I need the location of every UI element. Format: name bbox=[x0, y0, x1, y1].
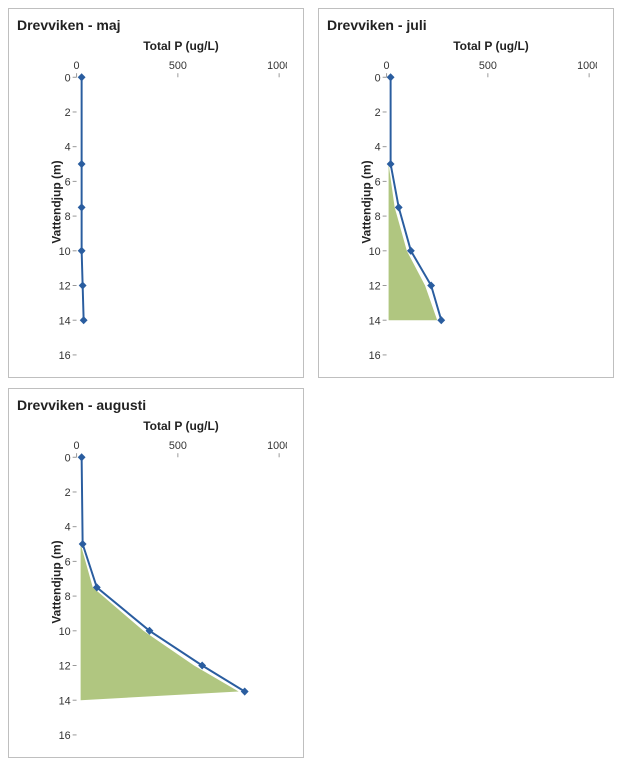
chart-area: Total P (ug/L)Vattendjup (m)050010000246… bbox=[325, 37, 607, 367]
svg-text:16: 16 bbox=[369, 350, 381, 361]
svg-text:6: 6 bbox=[65, 176, 71, 188]
svg-text:0: 0 bbox=[65, 72, 71, 84]
chart-panel-juli: Drevviken - juliTotal P (ug/L)Vattendjup… bbox=[318, 8, 614, 378]
svg-text:16: 16 bbox=[59, 350, 71, 361]
svg-text:8: 8 bbox=[65, 211, 71, 223]
svg-text:2: 2 bbox=[375, 107, 381, 119]
chart-panel-augusti: Drevviken - augustiTotal P (ug/L)Vattend… bbox=[8, 388, 304, 758]
svg-text:10: 10 bbox=[59, 626, 71, 638]
panel-title: Drevviken - maj bbox=[17, 17, 297, 33]
svg-text:12: 12 bbox=[369, 280, 381, 292]
svg-text:500: 500 bbox=[169, 440, 187, 452]
panel-title: Drevviken - augusti bbox=[17, 397, 297, 413]
svg-text:14: 14 bbox=[59, 695, 71, 707]
svg-text:2: 2 bbox=[65, 487, 71, 499]
chart-area: Total P (ug/L)Vattendjup (m)050010000246… bbox=[15, 417, 297, 747]
svg-text:1000: 1000 bbox=[577, 60, 597, 72]
svg-text:0: 0 bbox=[384, 60, 390, 72]
svg-text:8: 8 bbox=[65, 591, 71, 603]
svg-text:14: 14 bbox=[369, 315, 381, 327]
svg-text:6: 6 bbox=[375, 176, 381, 188]
svg-text:1000: 1000 bbox=[267, 440, 287, 452]
svg-text:500: 500 bbox=[169, 60, 187, 72]
svg-text:2: 2 bbox=[65, 107, 71, 119]
svg-text:4: 4 bbox=[375, 142, 381, 154]
svg-text:0: 0 bbox=[65, 452, 71, 464]
svg-text:14: 14 bbox=[59, 315, 71, 327]
svg-text:0: 0 bbox=[74, 440, 80, 452]
chart-grid: Drevviken - majTotal P (ug/L)Vattendjup … bbox=[8, 8, 614, 758]
svg-text:4: 4 bbox=[65, 142, 71, 154]
svg-text:0: 0 bbox=[74, 60, 80, 72]
x-axis-title: Total P (ug/L) bbox=[385, 39, 597, 53]
svg-text:4: 4 bbox=[65, 522, 71, 534]
svg-text:1000: 1000 bbox=[267, 60, 287, 72]
svg-text:6: 6 bbox=[65, 556, 71, 568]
svg-text:10: 10 bbox=[59, 246, 71, 258]
chart-panel-maj: Drevviken - majTotal P (ug/L)Vattendjup … bbox=[8, 8, 304, 378]
svg-text:12: 12 bbox=[59, 280, 71, 292]
svg-text:8: 8 bbox=[375, 211, 381, 223]
x-axis-title: Total P (ug/L) bbox=[75, 39, 287, 53]
x-axis-title: Total P (ug/L) bbox=[75, 419, 287, 433]
svg-text:16: 16 bbox=[59, 730, 71, 741]
svg-text:10: 10 bbox=[369, 246, 381, 258]
svg-text:0: 0 bbox=[375, 72, 381, 84]
panel-title: Drevviken - juli bbox=[327, 17, 607, 33]
svg-text:500: 500 bbox=[479, 60, 497, 72]
svg-text:12: 12 bbox=[59, 660, 71, 672]
chart-area: Total P (ug/L)Vattendjup (m)050010000246… bbox=[15, 37, 297, 367]
